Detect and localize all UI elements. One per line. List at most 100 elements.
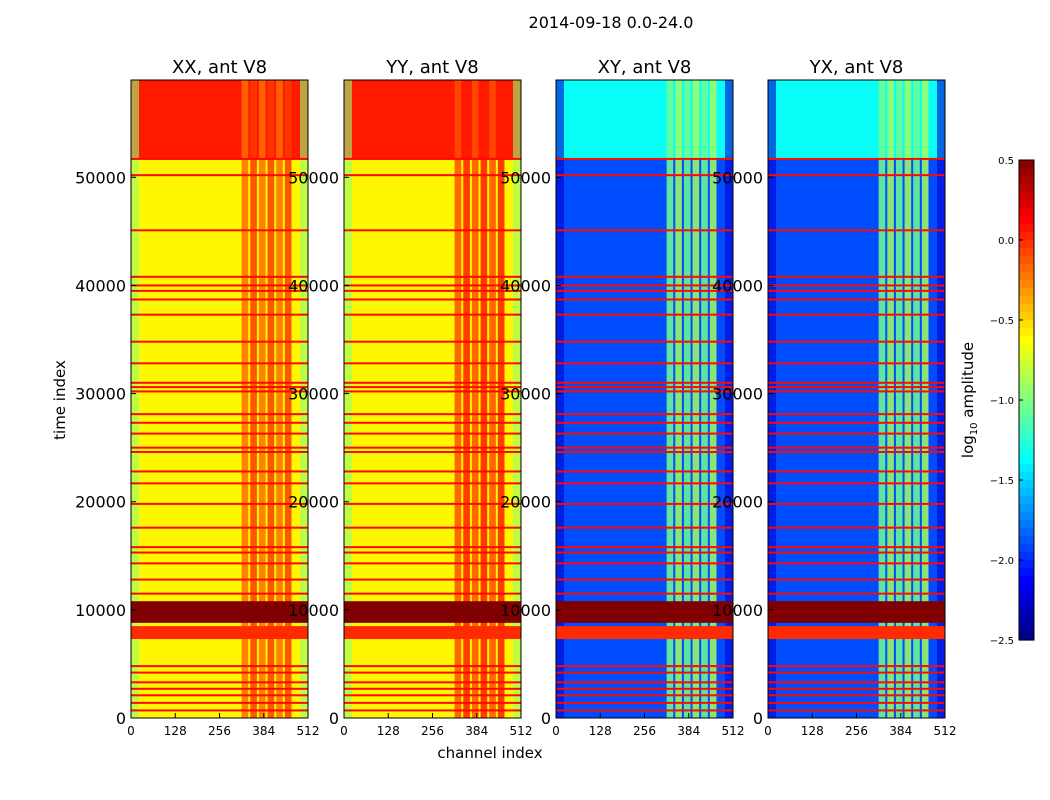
heatmap-active-channel-column — [895, 80, 903, 718]
heatmap-flag-line — [344, 502, 521, 505]
heatmap-flag-line — [344, 592, 521, 595]
heatmap-active-channel-column — [683, 80, 691, 718]
heatmap-flag-line — [556, 432, 733, 435]
x-tick-label: 384 — [252, 724, 275, 738]
colorbar-tick-label: 0.5 — [998, 156, 1014, 167]
x-tick-label: 0 — [127, 724, 135, 738]
heatmap-flag-line — [556, 701, 733, 704]
heatmap-flag-line — [344, 701, 521, 704]
heatmap-flag-line — [344, 687, 521, 690]
heatmap-flag-line — [131, 694, 308, 697]
heatmap-flag-line — [768, 390, 945, 393]
heatmap-flag-line — [131, 482, 308, 485]
heatmap-flag-line — [344, 450, 521, 453]
panel-2: XY, ant V8 0 128 256 384 512 0 10000 20000 30000 4… — [500, 57, 744, 738]
y-tick-label: 50000 — [712, 168, 763, 187]
heatmap-flag-line — [768, 298, 945, 301]
heatmap-flag-line — [344, 381, 521, 384]
colorbar-segment — [1019, 464, 1034, 473]
heatmap-flag-line — [344, 275, 521, 278]
heatmap-flag-line — [556, 289, 733, 292]
heatmap-flag-line — [556, 390, 733, 393]
colorbar-segment — [1019, 472, 1034, 481]
y-tick-label: 30000 — [75, 385, 126, 404]
heatmap-flag-line — [344, 562, 521, 565]
colorbar-tick-label: −2.5 — [990, 636, 1014, 647]
x-tick-label: 512 — [510, 724, 533, 738]
heatmap-flag-line — [131, 284, 308, 287]
colorbar-segment — [1019, 208, 1034, 217]
heatmap-flag-line — [344, 578, 521, 581]
heatmap-flag-line — [344, 482, 521, 485]
heatmap-flag-line — [556, 446, 733, 449]
heatmap-flag-line — [131, 174, 308, 177]
colorbar-segment — [1019, 368, 1034, 377]
heatmap-active-channel-column — [675, 80, 682, 718]
x-tick-label: 256 — [633, 724, 656, 738]
heatmap-flag-line — [768, 592, 945, 595]
colorbar-segment — [1019, 232, 1034, 241]
colorbar-segment — [1019, 296, 1034, 305]
colorbar-segment — [1019, 456, 1034, 465]
heatmap-flag-line — [344, 229, 521, 232]
heatmap-flag-line — [768, 446, 945, 449]
y-tick-label: 30000 — [288, 385, 339, 404]
heatmap-flag-line — [344, 284, 521, 287]
heatmap-flag-line — [131, 546, 308, 549]
x-tick-label: 256 — [208, 724, 231, 738]
heatmap-flag-line — [556, 421, 733, 424]
heatmap-flag-line — [556, 592, 733, 595]
x-tick-label: 384 — [677, 724, 700, 738]
heatmap-flag-line — [344, 681, 521, 684]
x-tick-label: 512 — [297, 724, 320, 738]
figure-title: 2014-09-18 0.0-24.0 — [529, 13, 694, 32]
panel-title: YY, ant V8 — [385, 57, 478, 78]
y-tick-label: 20000 — [500, 493, 551, 512]
x-axis-label: channel index — [437, 744, 542, 762]
heatmap-flag-line — [556, 687, 733, 690]
heatmap-flag-line — [344, 470, 521, 473]
colorbar-segment — [1019, 200, 1034, 209]
colorbar-segment — [1019, 392, 1034, 401]
y-tick-label: 40000 — [500, 276, 551, 295]
colorbar-segment — [1019, 224, 1034, 233]
heatmap-flag-line — [768, 289, 945, 292]
colorbar-segment — [1019, 568, 1034, 577]
heatmap-edge-column — [937, 80, 945, 718]
heatmap-flag-line — [131, 687, 308, 690]
heatmap-flag-line — [556, 502, 733, 505]
heatmap-flag-line — [344, 546, 521, 549]
x-tick-label: 256 — [845, 724, 868, 738]
heatmap-flag-line — [131, 386, 308, 389]
heatmap-flag-line — [556, 671, 733, 674]
heatmap-active-channel-column — [258, 80, 266, 718]
heatmap-flag-line — [556, 229, 733, 232]
heatmap-flag-line — [344, 709, 521, 712]
heatmap-flag-line — [131, 381, 308, 384]
heatmap-flag-line — [768, 413, 945, 416]
heatmap-flag-line — [131, 502, 308, 505]
colorbar-segment — [1019, 488, 1034, 497]
heatmap-flag-line — [556, 551, 733, 554]
heatmap-active-channel-column — [480, 80, 488, 718]
heatmap-flag-line — [768, 665, 945, 668]
x-tick-label: 512 — [934, 724, 957, 738]
heatmap-flag-line — [768, 701, 945, 704]
heatmap-flag-line — [556, 694, 733, 697]
heatmap-flag-line — [344, 386, 521, 389]
heatmap-flag-line — [768, 562, 945, 565]
heatmap-flag-line — [344, 694, 521, 697]
heatmap-flag-line — [768, 681, 945, 684]
heatmap-flag-line — [768, 687, 945, 690]
heatmap-flag-line — [131, 592, 308, 595]
colorbar-segment — [1019, 552, 1034, 561]
colorbar-segment — [1019, 376, 1034, 385]
heatmap-flag-line — [768, 386, 945, 389]
heatmap-flag-line — [556, 275, 733, 278]
colorbar-segment — [1019, 544, 1034, 553]
heatmap-flag-line — [344, 157, 521, 160]
heatmap-flag-line — [131, 432, 308, 435]
y-tick-label: 20000 — [288, 493, 339, 512]
heatmap-flag-line — [131, 446, 308, 449]
colorbar-segment — [1019, 400, 1034, 409]
